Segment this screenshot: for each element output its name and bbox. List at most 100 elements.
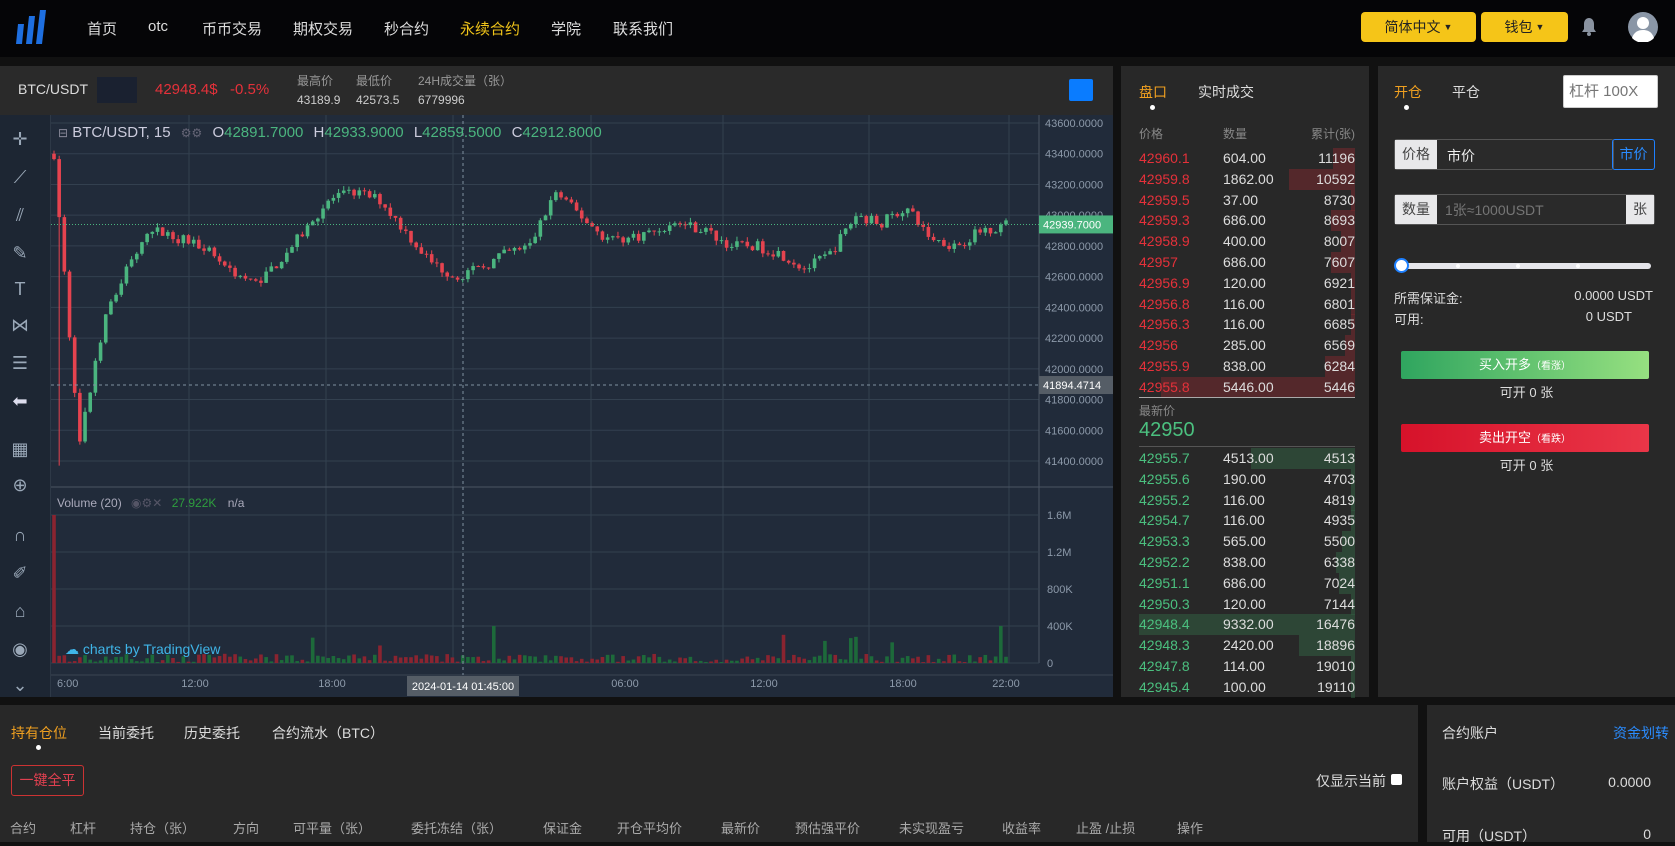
lock-drawing-icon[interactable]: ✐ [12, 563, 28, 583]
volume-bar [952, 654, 957, 663]
slider-handle[interactable] [1394, 258, 1409, 273]
ask-row[interactable]: 42957 686.00 7607 [1139, 252, 1355, 273]
candle [978, 229, 982, 233]
only-current-checkbox[interactable] [1391, 774, 1402, 785]
bid-row[interactable]: 42948.3 2420.00 18896 [1139, 635, 1355, 657]
ask-row[interactable]: 42955.9 838.00 6284 [1139, 356, 1355, 377]
candle [735, 241, 739, 247]
magnet-icon[interactable]: ∩ [13, 525, 27, 545]
nav-home[interactable]: 首页 [87, 21, 118, 38]
tab-trades[interactable]: 实时成交 [1198, 84, 1254, 100]
tab-open[interactable]: 开仓 [1394, 84, 1422, 100]
bid-row[interactable]: 42951.1 686.00 7024 [1139, 572, 1355, 594]
ask-row[interactable]: 42956.8 116.00 6801 [1139, 293, 1355, 315]
crosshair-icon[interactable]: ✛ [12, 129, 28, 149]
tab-contract-ledger[interactable]: 合约流水（BTC） [272, 725, 384, 741]
nav-spot[interactable]: 币币交易 [202, 21, 263, 38]
bid-row[interactable]: 42955.2 116.00 4819 [1139, 489, 1355, 511]
ask-row[interactable]: 42956.9 120.00 6921 [1139, 272, 1355, 294]
fib-icon[interactable]: ⫽ [15, 205, 25, 225]
candle [191, 239, 196, 244]
volume-bar [466, 656, 470, 663]
legend-settings-icon[interactable]: ⚙⚙ [180, 126, 203, 140]
tab-open-orders[interactable]: 当前委托 [98, 725, 154, 741]
tab-close[interactable]: 平仓 [1452, 84, 1480, 100]
bid-row[interactable]: 42952.2 838.00 6338 [1139, 552, 1355, 573]
pattern-icon[interactable]: ⋈ [11, 315, 29, 335]
close-all-button[interactable]: 一键全平 [11, 765, 84, 796]
price-field[interactable]: 价格 市价 [1394, 139, 1614, 170]
fullscreen-toggle[interactable] [1069, 79, 1093, 101]
brand-logo[interactable] [12, 10, 52, 44]
bid-row[interactable]: 42955.6 190.00 4703 [1139, 468, 1355, 490]
prediction-icon[interactable]: ☰ [11, 353, 29, 373]
bid-row[interactable]: 42945.4 100.00 19110 [1139, 676, 1355, 698]
wallet-button[interactable]: 钱包 ▼ [1481, 12, 1568, 42]
ask-row[interactable]: 42959.8 1862.00 10592 [1139, 168, 1355, 190]
market-price-button[interactable]: 市价 [1612, 139, 1655, 170]
candle [217, 256, 222, 262]
depth-bar [1351, 676, 1355, 698]
tab-positions[interactable]: 持有仓位 [11, 725, 67, 741]
volume-bar [771, 656, 775, 663]
zoom-in-icon[interactable]: ⊕ [12, 475, 28, 495]
ask-row[interactable]: 42956 285.00 6569 [1139, 335, 1355, 357]
volume-bar [114, 656, 118, 663]
bid-row[interactable]: 42947.8 114.00 19010 [1139, 656, 1355, 677]
margin-label: 所需保证金: [1394, 291, 1463, 306]
eye-icon[interactable]: ◉ [12, 639, 28, 659]
amount-slider[interactable] [1394, 258, 1651, 273]
text-icon[interactable]: T [14, 279, 26, 299]
bid-row[interactable]: 42950.3 120.00 7144 [1139, 593, 1355, 615]
ask-row[interactable]: 42960.1 604.00 11196 [1139, 148, 1355, 169]
nav-perpetual[interactable]: 永续合约 [460, 21, 521, 38]
current-price-tag [1039, 215, 1113, 234]
tradingview-chart[interactable]: ✛ ⟋ ⫽ ✎ T ⋈ ☰ ⬅ ▦ ⊕ ∩ ✐ ⌂ ◉ ⌄ 43600.0000… [0, 115, 1113, 697]
bid-row[interactable]: 42955.7 4513.00 4513 [1139, 448, 1355, 469]
candle [67, 271, 72, 338]
bid-row[interactable]: 42948.4 9332.00 16476 [1139, 614, 1355, 636]
volume-legend-icons[interactable]: ◉⚙✕ [131, 496, 163, 510]
unlock-icon[interactable]: ⌂ [14, 601, 26, 621]
volume-bar [186, 661, 191, 663]
bell-icon[interactable] [1581, 17, 1597, 37]
candle [62, 217, 67, 272]
user-avatar[interactable] [1628, 12, 1658, 42]
nav-academy[interactable]: 学院 [551, 21, 582, 38]
collapse-icon[interactable]: ⊟ [58, 126, 69, 140]
ask-row[interactable]: 42959.3 686.00 8693 [1139, 210, 1355, 232]
volume-bar [383, 660, 387, 663]
buy-long-button[interactable]: 买入开多（看涨） [1401, 351, 1649, 379]
candle [854, 216, 858, 225]
brush-icon[interactable]: ✎ [12, 243, 28, 263]
language-button[interactable]: 简体中文 ▼ [1361, 12, 1476, 42]
chevron-down-icon[interactable]: ⌄ [12, 675, 28, 695]
volume-bar [372, 654, 377, 663]
tab-order-history[interactable]: 历史委托 [184, 725, 240, 741]
symbol-selector[interactable] [97, 77, 137, 103]
tradingview-watermark[interactable]: ☁ charts by TradingView [65, 641, 220, 658]
nav-otc[interactable]: otc [148, 18, 169, 35]
nav-second-contract[interactable]: 秒合约 [384, 21, 430, 38]
volume-bar [792, 654, 796, 663]
leverage-input[interactable] [1563, 75, 1658, 108]
nav-contact[interactable]: 联系我们 [613, 21, 674, 38]
ask-row[interactable]: 42959.5 37.00 8730 [1139, 189, 1355, 211]
margin-value: 0.0000 USDT [1574, 288, 1653, 303]
nav-options[interactable]: 期权交易 [293, 21, 354, 38]
ask-row[interactable]: 42955.8 5446.00 5446 [1139, 376, 1355, 398]
bid-row[interactable]: 42954.7 116.00 4935 [1139, 510, 1355, 532]
measure-icon[interactable]: ▦ [11, 439, 29, 459]
bid-row[interactable]: 42953.3 565.00 5500 [1139, 531, 1355, 553]
back-arrow-icon[interactable]: ⬅ [12, 391, 28, 411]
trend-line-icon[interactable]: ⟋ [13, 167, 27, 187]
tab-orderbook[interactable]: 盘口 [1139, 84, 1167, 100]
quantity-field[interactable]: 数量 张 [1394, 194, 1655, 225]
sell-short-button[interactable]: 卖出开空（看跌） [1401, 424, 1649, 452]
ask-row[interactable]: 42958.9 400.00 8007 [1139, 231, 1355, 253]
transfer-link[interactable]: 资金划转 [1613, 725, 1669, 741]
candlestick-chart[interactable]: 43600.000043400.000043200.000043000.0000… [51, 115, 1113, 697]
volume-bar [98, 660, 103, 663]
ask-row[interactable]: 42956.3 116.00 6685 [1139, 314, 1355, 336]
quantity-input[interactable] [1438, 195, 1625, 224]
